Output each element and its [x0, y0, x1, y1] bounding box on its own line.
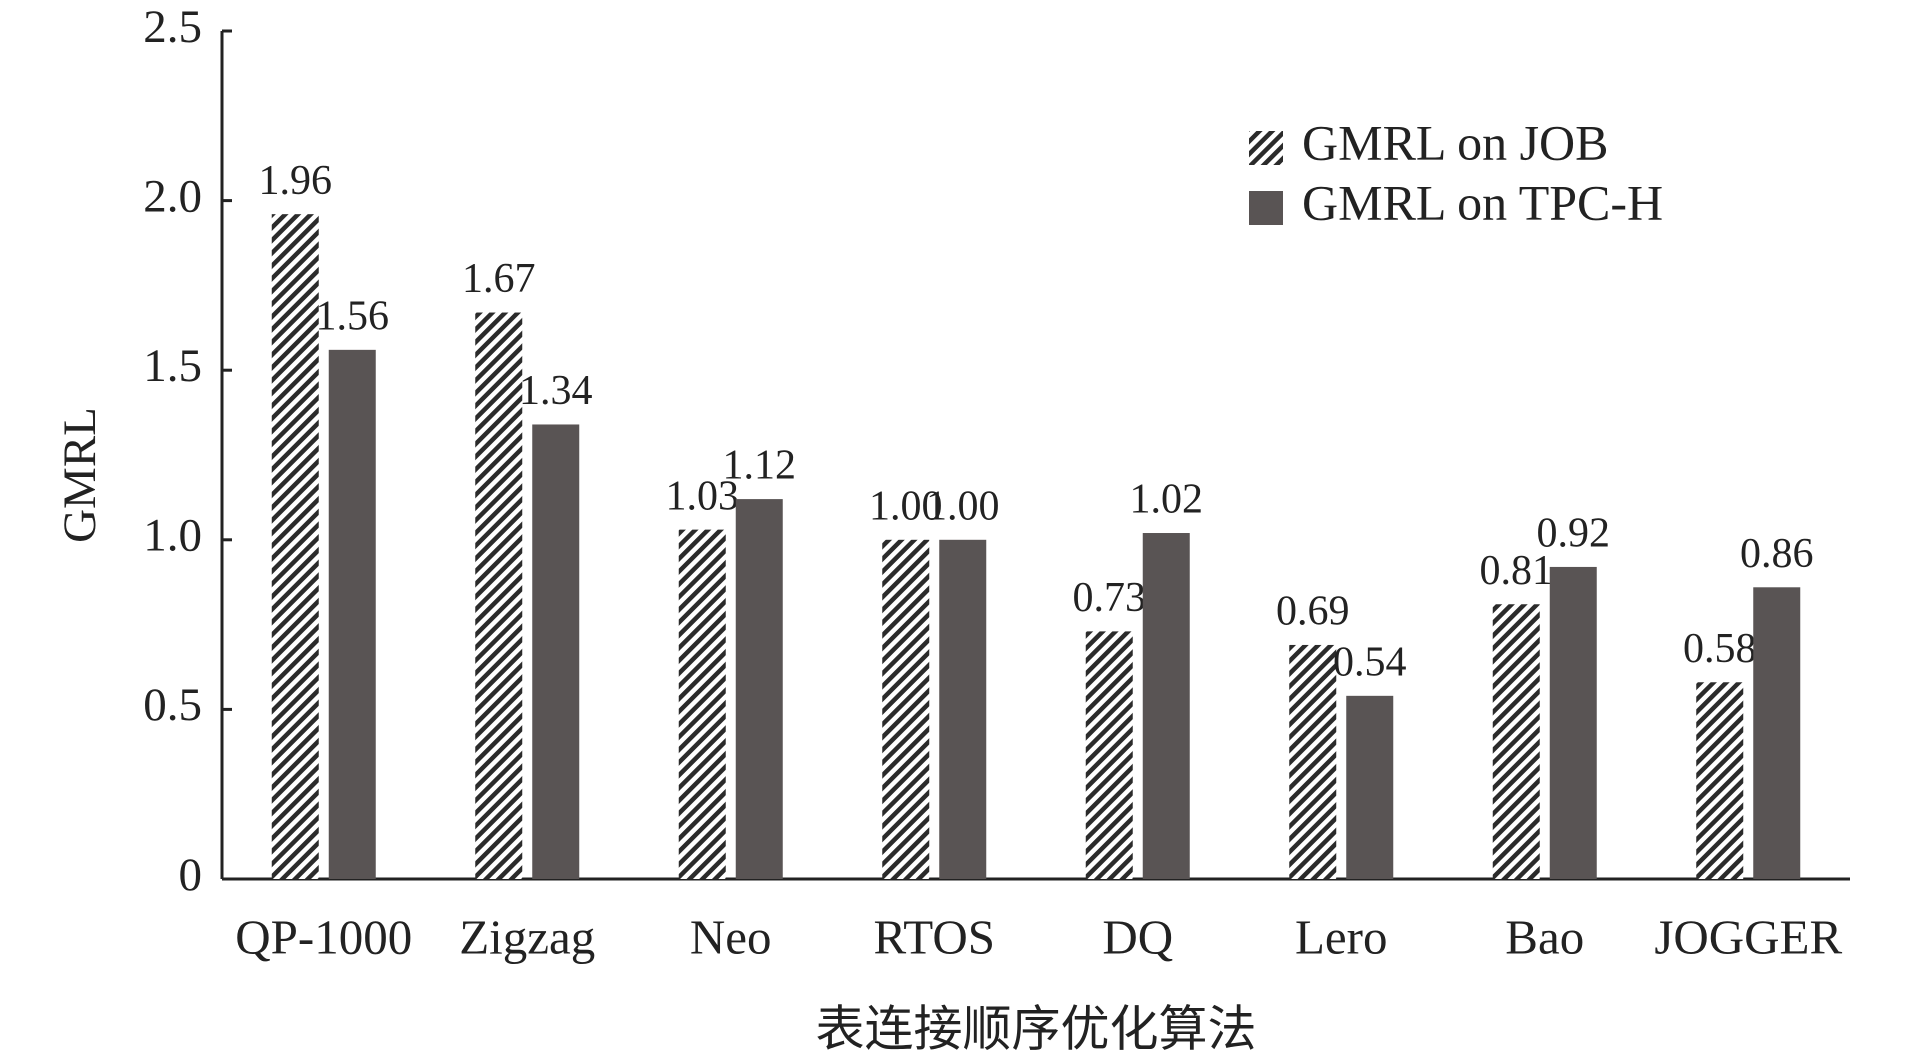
- bar: [532, 424, 580, 879]
- y-tick-label: 1.0: [143, 510, 202, 562]
- value-label: 1.56: [316, 293, 390, 339]
- value-label: 1.02: [1130, 477, 1204, 523]
- legend-label: GMRL on JOB: [1302, 114, 1609, 170]
- x-tick-label: DQ: [1102, 909, 1173, 964]
- bar: [1085, 631, 1133, 879]
- bar: [271, 214, 319, 880]
- x-tick-label: JOGGER: [1654, 909, 1842, 964]
- value-label: 1.03: [666, 473, 740, 519]
- value-label: 1.00: [926, 483, 1000, 529]
- bar: [882, 539, 930, 879]
- x-tick-label: Lero: [1295, 909, 1388, 964]
- y-tick-label: 0: [179, 849, 203, 901]
- x-tick-label: QP-1000: [235, 909, 412, 964]
- bar: [475, 312, 523, 879]
- y-tick-label: 1.5: [143, 340, 202, 392]
- y-tick-label: 2.5: [143, 1, 202, 53]
- value-label: 0.73: [1073, 575, 1147, 621]
- value-label: 0.86: [1740, 531, 1814, 577]
- legend-swatch: [1249, 191, 1283, 225]
- bar: [678, 529, 726, 879]
- bar: [735, 499, 783, 879]
- legend-swatch: [1249, 131, 1283, 165]
- x-tick-label: Neo: [690, 909, 772, 964]
- value-label: 1.96: [259, 158, 333, 204]
- bar: [1346, 695, 1394, 879]
- bar: [1696, 682, 1744, 879]
- bar: [1289, 644, 1337, 879]
- bar: [939, 539, 987, 879]
- y-tick-label: 2.0: [143, 170, 202, 222]
- bar: [1753, 587, 1801, 879]
- x-tick-label: Bao: [1505, 909, 1584, 964]
- bar: [1549, 566, 1597, 879]
- y-tick-label: 0.5: [143, 679, 202, 731]
- bar: [328, 349, 376, 879]
- x-tick-label: Zigzag: [459, 909, 595, 964]
- value-label: 1.00: [869, 483, 943, 529]
- value-label: 1.67: [462, 256, 536, 302]
- value-label: 1.34: [519, 368, 593, 414]
- value-label: 0.54: [1333, 639, 1407, 685]
- value-label: 0.81: [1480, 548, 1554, 594]
- x-tick-label: RTOS: [874, 909, 995, 964]
- value-label: 0.69: [1276, 589, 1350, 635]
- x-axis-title: 表连接顺序优化算法: [815, 1001, 1256, 1056]
- legend-label: GMRL on TPC-H: [1302, 174, 1663, 230]
- value-label: 0.92: [1537, 511, 1611, 557]
- value-label: 1.12: [723, 443, 797, 489]
- value-label: 0.58: [1683, 626, 1757, 672]
- bar: [1492, 604, 1540, 879]
- bar: [1142, 533, 1190, 879]
- y-axis-title: GMRL: [54, 407, 106, 543]
